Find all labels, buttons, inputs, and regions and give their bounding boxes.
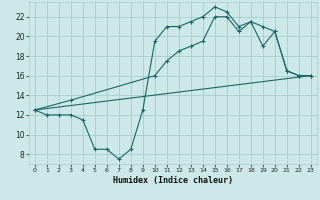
X-axis label: Humidex (Indice chaleur): Humidex (Indice chaleur) [113, 176, 233, 185]
